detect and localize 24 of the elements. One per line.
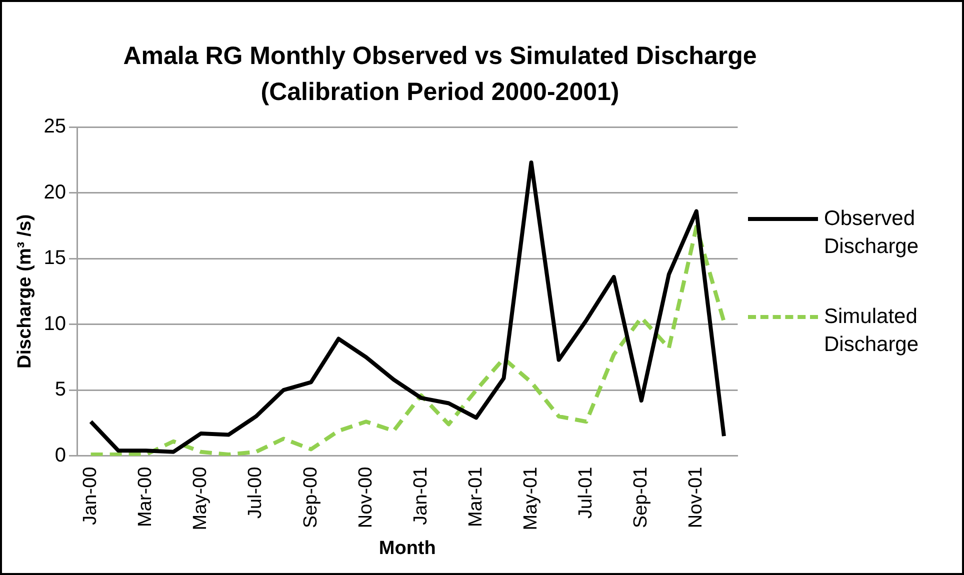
x-tick-label: Jan-00	[80, 466, 102, 525]
y-tick-label: 10	[44, 312, 66, 335]
x-tick-label: Mar-00	[135, 466, 156, 528]
x-tick-label: Jul-00	[245, 466, 266, 519]
x-tick-label: May-00	[190, 466, 212, 530]
legend-label: Simulated Discharge	[824, 304, 920, 358]
x-tick-label: Jan-01	[410, 466, 432, 525]
x-tick-label: May-01	[520, 466, 542, 530]
x-axis-title: Month	[378, 538, 436, 559]
y-tick-label: 0	[54, 444, 66, 466]
chart-title: Amala RG Monthly Observed vs Simulated Discharge (Calibration Period 2000-2001)	[122, 41, 758, 108]
line-series	[88, 224, 726, 456]
y-axis-title: Discharge (m³ /s)	[14, 214, 36, 368]
x-tick-label: Sep-01	[630, 466, 652, 528]
y-tick-label: 25	[44, 116, 66, 138]
x-tick-label: Nov-01	[686, 466, 707, 528]
x-tick-label: Sep-00	[300, 466, 322, 528]
x-tick-label: Mar-01	[465, 466, 486, 528]
y-tick-label: 15	[44, 247, 66, 270]
x-tick-label: Jul-01	[576, 466, 597, 519]
y-tick-label: 20	[44, 181, 66, 204]
y-tick-label: 5	[54, 378, 66, 401]
legend-label: Observed Discharge	[824, 206, 920, 260]
x-tick-label: Nov-00	[355, 466, 376, 528]
